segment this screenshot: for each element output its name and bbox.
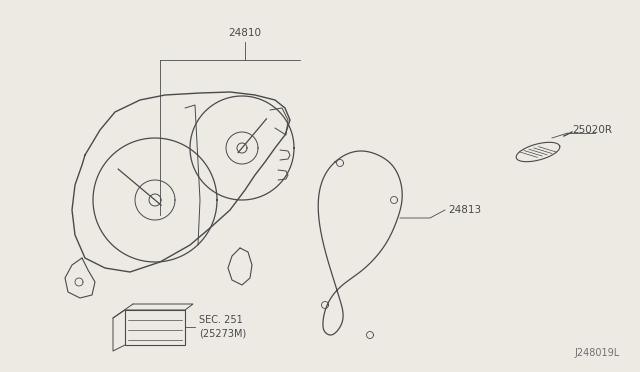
Text: 24810: 24810 — [228, 28, 262, 38]
Text: 24813: 24813 — [448, 205, 481, 215]
Text: (25273M): (25273M) — [199, 329, 246, 339]
Text: SEC. 251: SEC. 251 — [199, 315, 243, 325]
Text: 25020R: 25020R — [572, 125, 612, 135]
Text: J248019L: J248019L — [575, 348, 620, 358]
